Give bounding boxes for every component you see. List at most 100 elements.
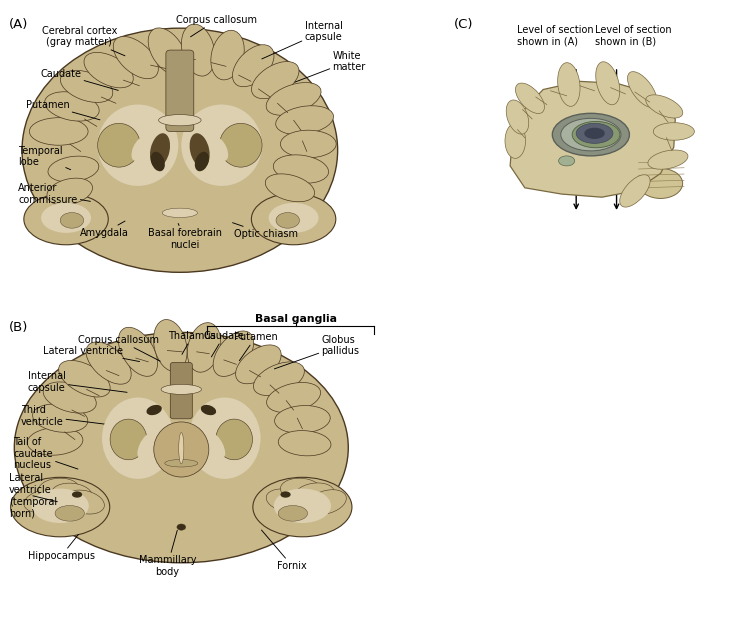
Text: Lateral ventricle: Lateral ventricle [43, 346, 139, 362]
Text: (A): (A) [9, 18, 28, 31]
Ellipse shape [51, 483, 92, 506]
Text: Internal
capsule: Internal capsule [28, 371, 127, 393]
Ellipse shape [27, 428, 83, 455]
Ellipse shape [561, 118, 621, 151]
Ellipse shape [233, 44, 274, 87]
Ellipse shape [153, 319, 187, 372]
Ellipse shape [280, 130, 336, 158]
Ellipse shape [559, 156, 575, 166]
Ellipse shape [209, 433, 225, 458]
Ellipse shape [60, 213, 84, 228]
Ellipse shape [23, 193, 109, 245]
Ellipse shape [181, 105, 262, 186]
Text: Fornix: Fornix [261, 530, 307, 571]
Text: Basal forebrain
nuclei: Basal forebrain nuclei [148, 223, 222, 250]
Text: Anterior
commissure: Anterior commissure [18, 183, 90, 205]
Text: Temporal
lobe: Temporal lobe [18, 146, 70, 170]
Text: Globus
pallidus: Globus pallidus [275, 335, 360, 369]
Ellipse shape [47, 178, 92, 205]
Ellipse shape [162, 208, 197, 218]
Ellipse shape [294, 483, 335, 506]
Ellipse shape [269, 203, 319, 233]
FancyBboxPatch shape [170, 362, 192, 419]
Text: Caudate: Caudate [40, 69, 118, 90]
Ellipse shape [273, 155, 329, 183]
Text: Level of section
shown in (A): Level of section shown in (A) [517, 25, 594, 47]
Ellipse shape [187, 322, 221, 372]
Ellipse shape [201, 405, 216, 415]
Ellipse shape [38, 478, 79, 501]
Ellipse shape [150, 133, 170, 167]
Text: Caudate: Caudate [203, 331, 244, 357]
Ellipse shape [181, 24, 215, 76]
Ellipse shape [280, 491, 291, 498]
Text: Internal
capsule: Internal capsule [262, 21, 343, 59]
Text: Thalamus: Thalamus [168, 331, 217, 354]
Ellipse shape [619, 175, 650, 207]
Ellipse shape [253, 362, 305, 396]
Ellipse shape [639, 168, 683, 198]
Ellipse shape [159, 115, 201, 126]
Ellipse shape [266, 382, 321, 413]
Ellipse shape [102, 398, 174, 479]
Ellipse shape [505, 123, 526, 158]
Ellipse shape [211, 30, 244, 80]
Ellipse shape [148, 28, 186, 74]
Ellipse shape [110, 419, 147, 459]
Ellipse shape [576, 123, 613, 143]
Ellipse shape [216, 419, 252, 459]
Text: Third
ventricle: Third ventricle [21, 406, 176, 433]
Ellipse shape [278, 431, 331, 456]
Text: Mammillary
body: Mammillary body [139, 530, 196, 577]
Ellipse shape [266, 83, 321, 115]
Ellipse shape [648, 150, 688, 169]
Ellipse shape [236, 345, 281, 384]
Ellipse shape [131, 137, 148, 161]
Ellipse shape [189, 398, 261, 479]
Ellipse shape [29, 118, 88, 145]
Ellipse shape [32, 488, 89, 523]
Ellipse shape [10, 477, 110, 537]
Text: Corpus callosum: Corpus callosum [176, 15, 257, 37]
Ellipse shape [252, 477, 352, 537]
Ellipse shape [113, 36, 159, 79]
Ellipse shape [137, 433, 153, 458]
Text: Tail of
caudate
nucleus: Tail of caudate nucleus [13, 437, 78, 471]
Ellipse shape [276, 213, 299, 228]
Polygon shape [510, 81, 675, 197]
Ellipse shape [213, 331, 254, 376]
Ellipse shape [48, 156, 99, 182]
Ellipse shape [219, 123, 262, 167]
Ellipse shape [573, 121, 619, 148]
Text: (C): (C) [454, 18, 473, 31]
Ellipse shape [60, 70, 113, 103]
Ellipse shape [275, 406, 330, 433]
Ellipse shape [45, 92, 99, 121]
Ellipse shape [150, 151, 165, 172]
Ellipse shape [24, 489, 67, 513]
Text: Putamen: Putamen [26, 100, 100, 120]
Ellipse shape [41, 203, 91, 233]
Text: Amygdala: Amygdala [80, 221, 128, 238]
Ellipse shape [653, 123, 694, 140]
Ellipse shape [278, 506, 308, 521]
Ellipse shape [32, 404, 88, 433]
Ellipse shape [212, 137, 228, 161]
Ellipse shape [177, 524, 186, 530]
Ellipse shape [189, 133, 210, 167]
Text: Optic chiasm: Optic chiasm [233, 223, 298, 239]
Ellipse shape [65, 490, 104, 514]
Ellipse shape [553, 113, 629, 156]
Text: Hippocampus: Hippocampus [28, 535, 95, 561]
Ellipse shape [515, 83, 545, 113]
Ellipse shape [584, 128, 605, 139]
Text: Basal ganglia: Basal ganglia [255, 314, 337, 324]
Ellipse shape [118, 327, 158, 376]
Ellipse shape [251, 193, 336, 245]
Text: Corpus callosum: Corpus callosum [79, 335, 160, 361]
Ellipse shape [14, 332, 348, 563]
Ellipse shape [72, 491, 82, 498]
Ellipse shape [179, 433, 184, 464]
Text: (B): (B) [9, 321, 28, 334]
Ellipse shape [154, 422, 208, 477]
